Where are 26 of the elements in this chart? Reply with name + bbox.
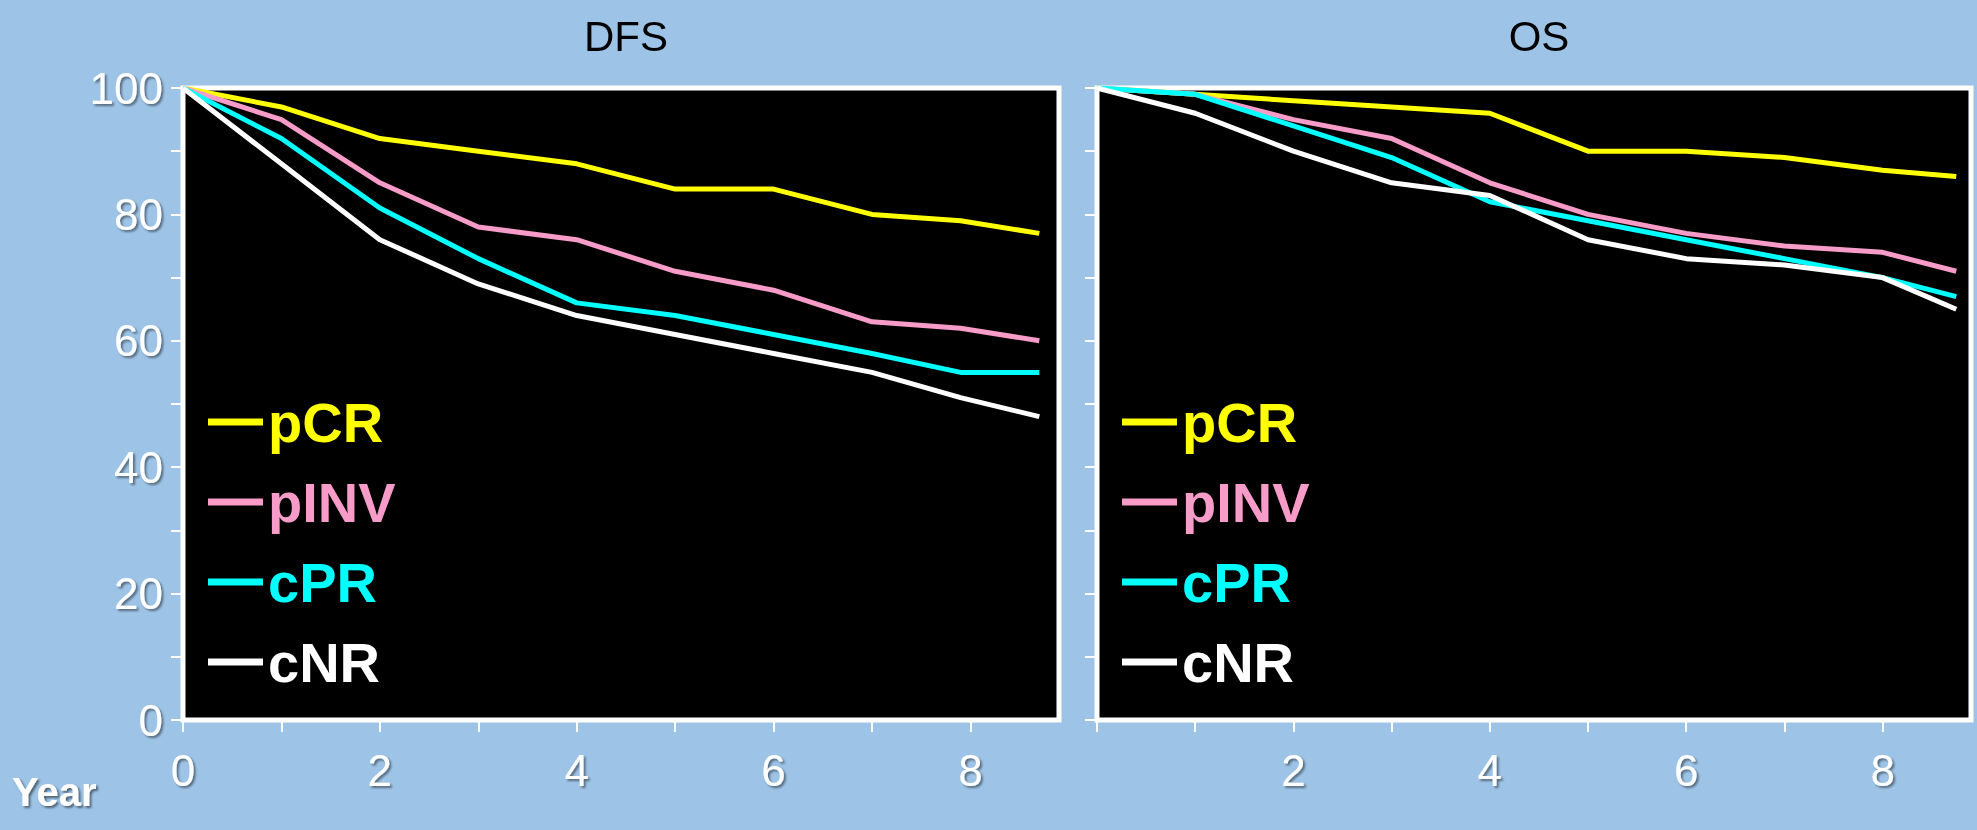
x-tick-label: 6: [761, 745, 786, 795]
y-tick-label: 20: [114, 569, 163, 619]
legend-label: pINV: [268, 470, 396, 534]
legend-label: cNR: [1182, 630, 1295, 694]
x-tick-label: 6: [1673, 745, 1699, 795]
x-axis-title: Year: [12, 770, 97, 814]
x-tick-label: 0: [170, 745, 196, 795]
y-tick-label: 60: [114, 316, 163, 366]
legend-label: cNR: [268, 630, 381, 694]
legend-label: pCR: [268, 390, 384, 454]
chart-title: OS: [1508, 12, 1570, 60]
x-tick-label: 4: [564, 745, 589, 795]
y-tick-label: 100: [89, 63, 163, 113]
x-tick-label: 8: [958, 745, 983, 795]
legend-label: cPR: [1182, 550, 1291, 614]
x-tick-label: 2: [1281, 745, 1306, 795]
x-tick-label: 8: [1870, 745, 1895, 795]
y-tick-label: 80: [114, 189, 163, 239]
legend-label: cPR: [268, 550, 377, 614]
y-tick-label: 0: [138, 695, 163, 745]
x-tick-label: 4: [1477, 745, 1503, 795]
legend-label: pCR: [1182, 390, 1298, 454]
y-tick-label: 40: [114, 442, 163, 492]
legend-label: pINV: [1182, 470, 1310, 534]
x-tick-label: 2: [367, 745, 393, 795]
chart-title: DFS: [584, 12, 668, 60]
